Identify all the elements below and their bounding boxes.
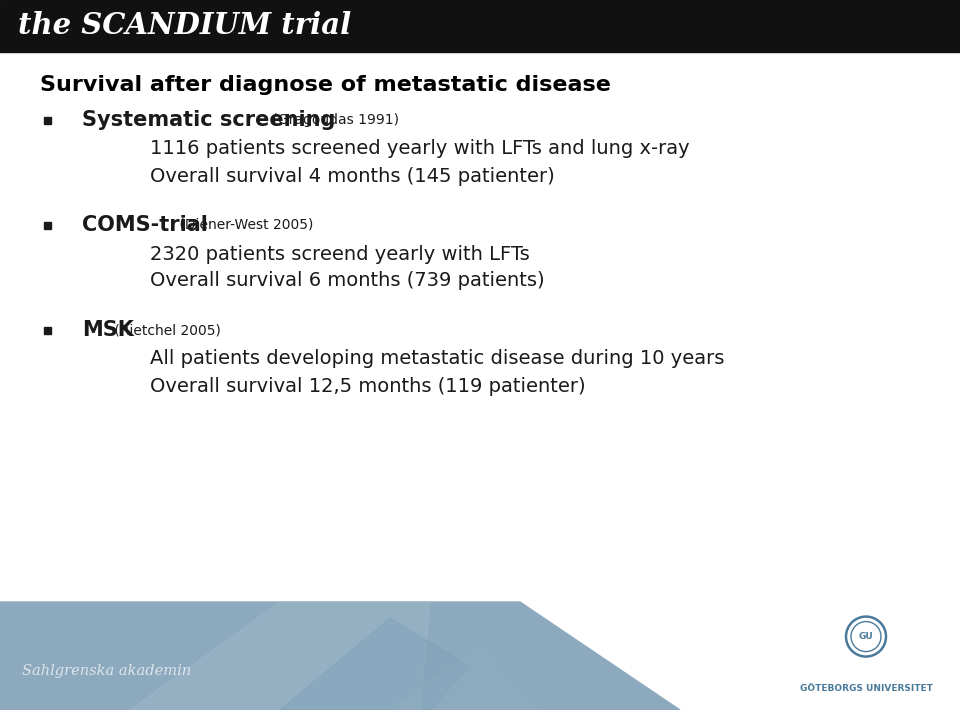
Text: GU: GU	[858, 632, 874, 641]
Text: Sahlgrenska akademin: Sahlgrenska akademin	[22, 664, 191, 678]
Bar	[44, 222, 51, 229]
Text: 1116 patients screened yearly with LFTs and lung x-ray: 1116 patients screened yearly with LFTs …	[150, 139, 689, 158]
Polygon shape	[130, 602, 430, 710]
Polygon shape	[0, 602, 680, 710]
Text: All patients developing metastatic disease during 10 years: All patients developing metastatic disea…	[150, 349, 725, 368]
Bar	[44, 327, 51, 334]
Text: Systematic screening: Systematic screening	[82, 110, 335, 130]
Text: COMS-trial: COMS-trial	[82, 215, 208, 235]
Polygon shape	[280, 618, 470, 710]
Text: (Gragoudas 1991): (Gragoudas 1991)	[268, 113, 399, 127]
Text: Overall survival 6 months (739 patients): Overall survival 6 months (739 patients)	[150, 271, 544, 290]
Text: GÖTEBORGS UNIVERSITET: GÖTEBORGS UNIVERSITET	[800, 684, 932, 693]
Text: MSK: MSK	[82, 320, 133, 340]
Polygon shape	[390, 645, 540, 710]
Text: the SCANDIUM trial: the SCANDIUM trial	[18, 11, 351, 40]
Bar	[44, 116, 51, 124]
Text: (Diener-West 2005): (Diener-West 2005)	[175, 218, 313, 232]
Bar	[0, 602, 960, 710]
Bar	[0, 0, 960, 52]
Text: Overall survival 12,5 months (119 patienter): Overall survival 12,5 months (119 patien…	[150, 376, 586, 395]
Text: Overall survival 4 months (145 patienter): Overall survival 4 months (145 patienter…	[150, 167, 555, 185]
Text: Survival after diagnose of metastatic disease: Survival after diagnose of metastatic di…	[40, 75, 611, 95]
Text: 2320 patients screend yearly with LFTs: 2320 patients screend yearly with LFTs	[150, 244, 530, 263]
Text: (Rietchel 2005): (Rietchel 2005)	[109, 323, 221, 337]
